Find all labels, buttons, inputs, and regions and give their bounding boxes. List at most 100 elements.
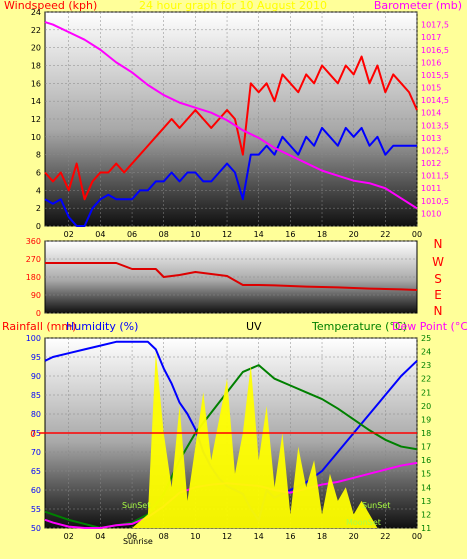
compass-label-n-bottom: N bbox=[434, 304, 443, 318]
x-tick-label: 12 bbox=[222, 230, 232, 239]
wind-direction-series bbox=[45, 262, 418, 291]
right-tick-label: 1012 bbox=[421, 159, 441, 168]
temp-humidity-tick-labels: 5055606570758085909510011121314151617181… bbox=[26, 334, 431, 541]
x-tick-label: 12 bbox=[222, 532, 232, 541]
temp-humidity-series bbox=[39, 340, 418, 529]
right-tick-label: 1014,5 bbox=[421, 96, 449, 105]
wind-baro-tick-labels: 02468101214161820222410101010,510111011,… bbox=[31, 8, 449, 239]
right-tick-label: 1016 bbox=[421, 58, 441, 67]
compass-label-w: W bbox=[432, 255, 444, 269]
x-tick-label: 04 bbox=[95, 532, 105, 541]
humidity-label: Humidity (%) bbox=[66, 320, 138, 333]
left-tick-label: 90 bbox=[31, 291, 41, 300]
x-tick-label: 08 bbox=[159, 532, 169, 541]
x-tick-label: 16 bbox=[285, 532, 295, 541]
x-tick-label: 10 bbox=[190, 532, 200, 541]
x-tick-label: 06 bbox=[127, 532, 137, 541]
x-tick-label: 22 bbox=[380, 230, 390, 239]
right-tick-label: 1015 bbox=[421, 84, 441, 93]
right-tick-label: 1011 bbox=[421, 184, 441, 193]
left-tick-label: 18 bbox=[31, 62, 41, 71]
left-tick-label: 22 bbox=[31, 26, 41, 35]
series-2-line bbox=[44, 21, 418, 210]
right-tick-label: 22 bbox=[421, 375, 431, 384]
x-tick-label: 00 bbox=[412, 230, 422, 239]
compass-label-s: S bbox=[434, 272, 442, 286]
right-tick-label: 19 bbox=[421, 415, 431, 424]
right-tick-label: 1011,5 bbox=[421, 172, 449, 181]
uv-label: UV bbox=[246, 320, 262, 333]
right-tick-label: 17 bbox=[421, 443, 431, 452]
right-tick-label: 1010,5 bbox=[421, 197, 449, 206]
wind-direction-tick-labels: 0 90 180 270 360 bbox=[26, 237, 41, 318]
barometer-axis-label: Barometer (mb) bbox=[374, 0, 462, 12]
x-tick-label: 18 bbox=[317, 230, 327, 239]
x-tick-label: 20 bbox=[349, 230, 359, 239]
x-tick-label: 14 bbox=[254, 230, 264, 239]
right-tick-label: 20 bbox=[421, 402, 431, 411]
left-tick-label: 10 bbox=[31, 133, 41, 142]
temperature-label: Temperature (°C) bbox=[311, 320, 407, 333]
left-tick-label: 65 bbox=[31, 467, 41, 476]
left-tick-label: 85 bbox=[31, 391, 41, 400]
x-tick-label: 06 bbox=[127, 230, 137, 239]
left-tick-label: 270 bbox=[26, 255, 41, 264]
left-tick-label: 8 bbox=[36, 151, 41, 160]
left-tick-label: 90 bbox=[31, 372, 41, 381]
series-0-line bbox=[45, 262, 418, 291]
left-tick-label: 70 bbox=[31, 448, 41, 457]
x-tick-label: 00 bbox=[412, 532, 422, 541]
x-tick-label: 04 bbox=[95, 230, 105, 239]
right-tick-label: 18 bbox=[421, 429, 431, 438]
left-tick-label: 75 bbox=[31, 429, 41, 438]
windspeed-axis-label: Windspeed (kph) bbox=[4, 0, 97, 12]
left-tick-label: 95 bbox=[31, 353, 41, 362]
series-0-line bbox=[44, 55, 418, 201]
x-tick-label: 10 bbox=[190, 230, 200, 239]
right-tick-label: 15 bbox=[421, 470, 431, 479]
right-tick-label: 24 bbox=[421, 348, 431, 357]
left-tick-label: 16 bbox=[31, 79, 41, 88]
right-tick-label: 1016,5 bbox=[421, 46, 449, 55]
left-tick-label: 360 bbox=[26, 237, 41, 246]
left-tick-label: 12 bbox=[31, 115, 41, 124]
right-tick-label: 1014 bbox=[421, 109, 441, 118]
left-tick-label: 0 bbox=[36, 309, 41, 318]
right-tick-label: 21 bbox=[421, 388, 431, 397]
x-tick-label: 02 bbox=[64, 230, 74, 239]
right-tick-label: 12 bbox=[421, 510, 431, 519]
x-tick-label: 14 bbox=[254, 532, 264, 541]
left-tick-label: 2 bbox=[36, 204, 41, 213]
right-tick-label: 14 bbox=[421, 483, 431, 492]
right-tick-label: 1017 bbox=[421, 33, 441, 42]
left-tick-label: 14 bbox=[31, 97, 41, 106]
left-tick-label: 50 bbox=[31, 524, 41, 533]
right-tick-label: 1013,5 bbox=[421, 121, 449, 130]
left-tick-label: 180 bbox=[26, 273, 41, 282]
x-tick-label: 22 bbox=[380, 532, 390, 541]
left-tick-label: 24 bbox=[31, 8, 41, 17]
dewpoint-label: Dew Point (°C) bbox=[392, 320, 467, 333]
left-tick-label: 100 bbox=[26, 334, 41, 343]
right-tick-label: 23 bbox=[421, 361, 431, 370]
left-tick-label: 80 bbox=[31, 410, 41, 419]
sunset-label-right: SunSet bbox=[362, 501, 390, 510]
compass-label-n-top: N bbox=[434, 237, 443, 251]
sunset-label-left: SunSet bbox=[122, 501, 150, 510]
right-tick-label: 1013 bbox=[421, 134, 441, 143]
series-1-line bbox=[44, 126, 417, 227]
right-tick-label: 1017,5 bbox=[421, 21, 449, 30]
right-tick-label: 25 bbox=[421, 334, 431, 343]
wind-baro-series bbox=[44, 21, 418, 227]
sunrise-label: Sunrise bbox=[123, 537, 153, 546]
x-tick-label: 02 bbox=[64, 532, 74, 541]
compass-label-e: E bbox=[434, 288, 442, 302]
x-tick-label: 18 bbox=[317, 532, 327, 541]
chart-title: 24 hour graph for 10 August 2010 bbox=[139, 0, 327, 12]
right-tick-label: 13 bbox=[421, 497, 431, 506]
right-tick-label: 1010 bbox=[421, 209, 441, 218]
left-tick-label: 6 bbox=[36, 169, 41, 178]
x-tick-label: 20 bbox=[349, 532, 359, 541]
